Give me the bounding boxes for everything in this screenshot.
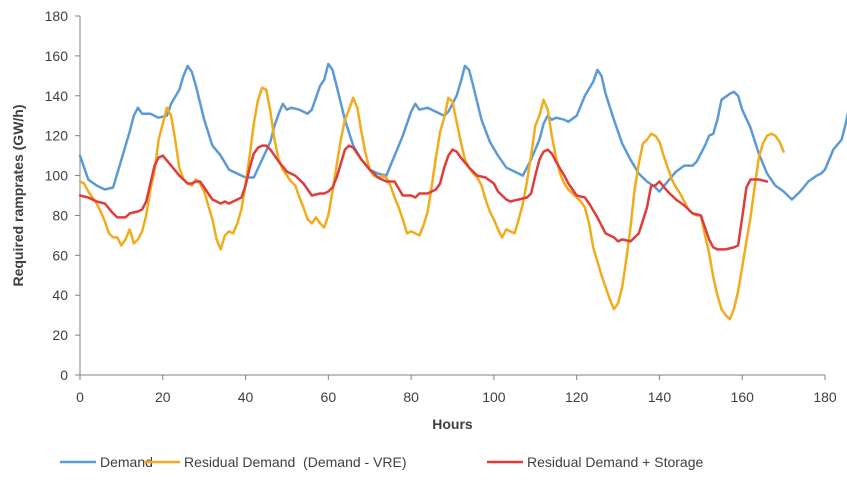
y-tick-label: 180 [45, 8, 69, 24]
x-tick-label: 120 [565, 389, 589, 405]
y-tick-label: 120 [45, 128, 69, 144]
x-tick-label: 20 [155, 389, 171, 405]
x-axis-title: Hours [432, 416, 473, 432]
y-tick-label: 20 [52, 327, 68, 343]
x-axis-ticks: 0 20 40 60 80 100 120 140 160 180 [76, 375, 837, 405]
y-tick-label: 100 [45, 168, 69, 184]
x-tick-label: 60 [321, 389, 337, 405]
x-tick-label: 0 [76, 389, 84, 405]
y-tick-label: 60 [52, 247, 68, 263]
legend: Demand Residual Demand (Demand - VRE) Resi… [60, 454, 703, 470]
x-tick-label: 100 [482, 389, 506, 405]
x-tick-label: 140 [648, 389, 672, 405]
y-tick-label: 80 [52, 207, 68, 223]
legend-label-1: Residual Demand (Demand - VRE) [184, 454, 407, 470]
series-line-1 [78, 86, 785, 321]
x-tick-label: 180 [813, 389, 837, 405]
legend-label-0: Demand [100, 454, 153, 470]
y-axis-ticks: 0 20 40 60 80 100 120 140 160 180 [45, 8, 80, 383]
series-line-0 [78, 62, 847, 201]
y-tick-label: 0 [60, 367, 68, 383]
x-tick-label: 40 [238, 389, 254, 405]
y-tick-label: 40 [52, 287, 68, 303]
series-lines [78, 62, 847, 321]
y-tick-label: 140 [45, 88, 69, 104]
x-tick-label: 80 [403, 389, 419, 405]
x-tick-label: 160 [731, 389, 755, 405]
legend-label-2: Residual Demand + Storage [527, 454, 703, 470]
y-axis-title: Required ramprates (GW/h) [10, 104, 26, 286]
y-tick-label: 160 [45, 48, 69, 64]
series-line-2 [78, 144, 769, 251]
